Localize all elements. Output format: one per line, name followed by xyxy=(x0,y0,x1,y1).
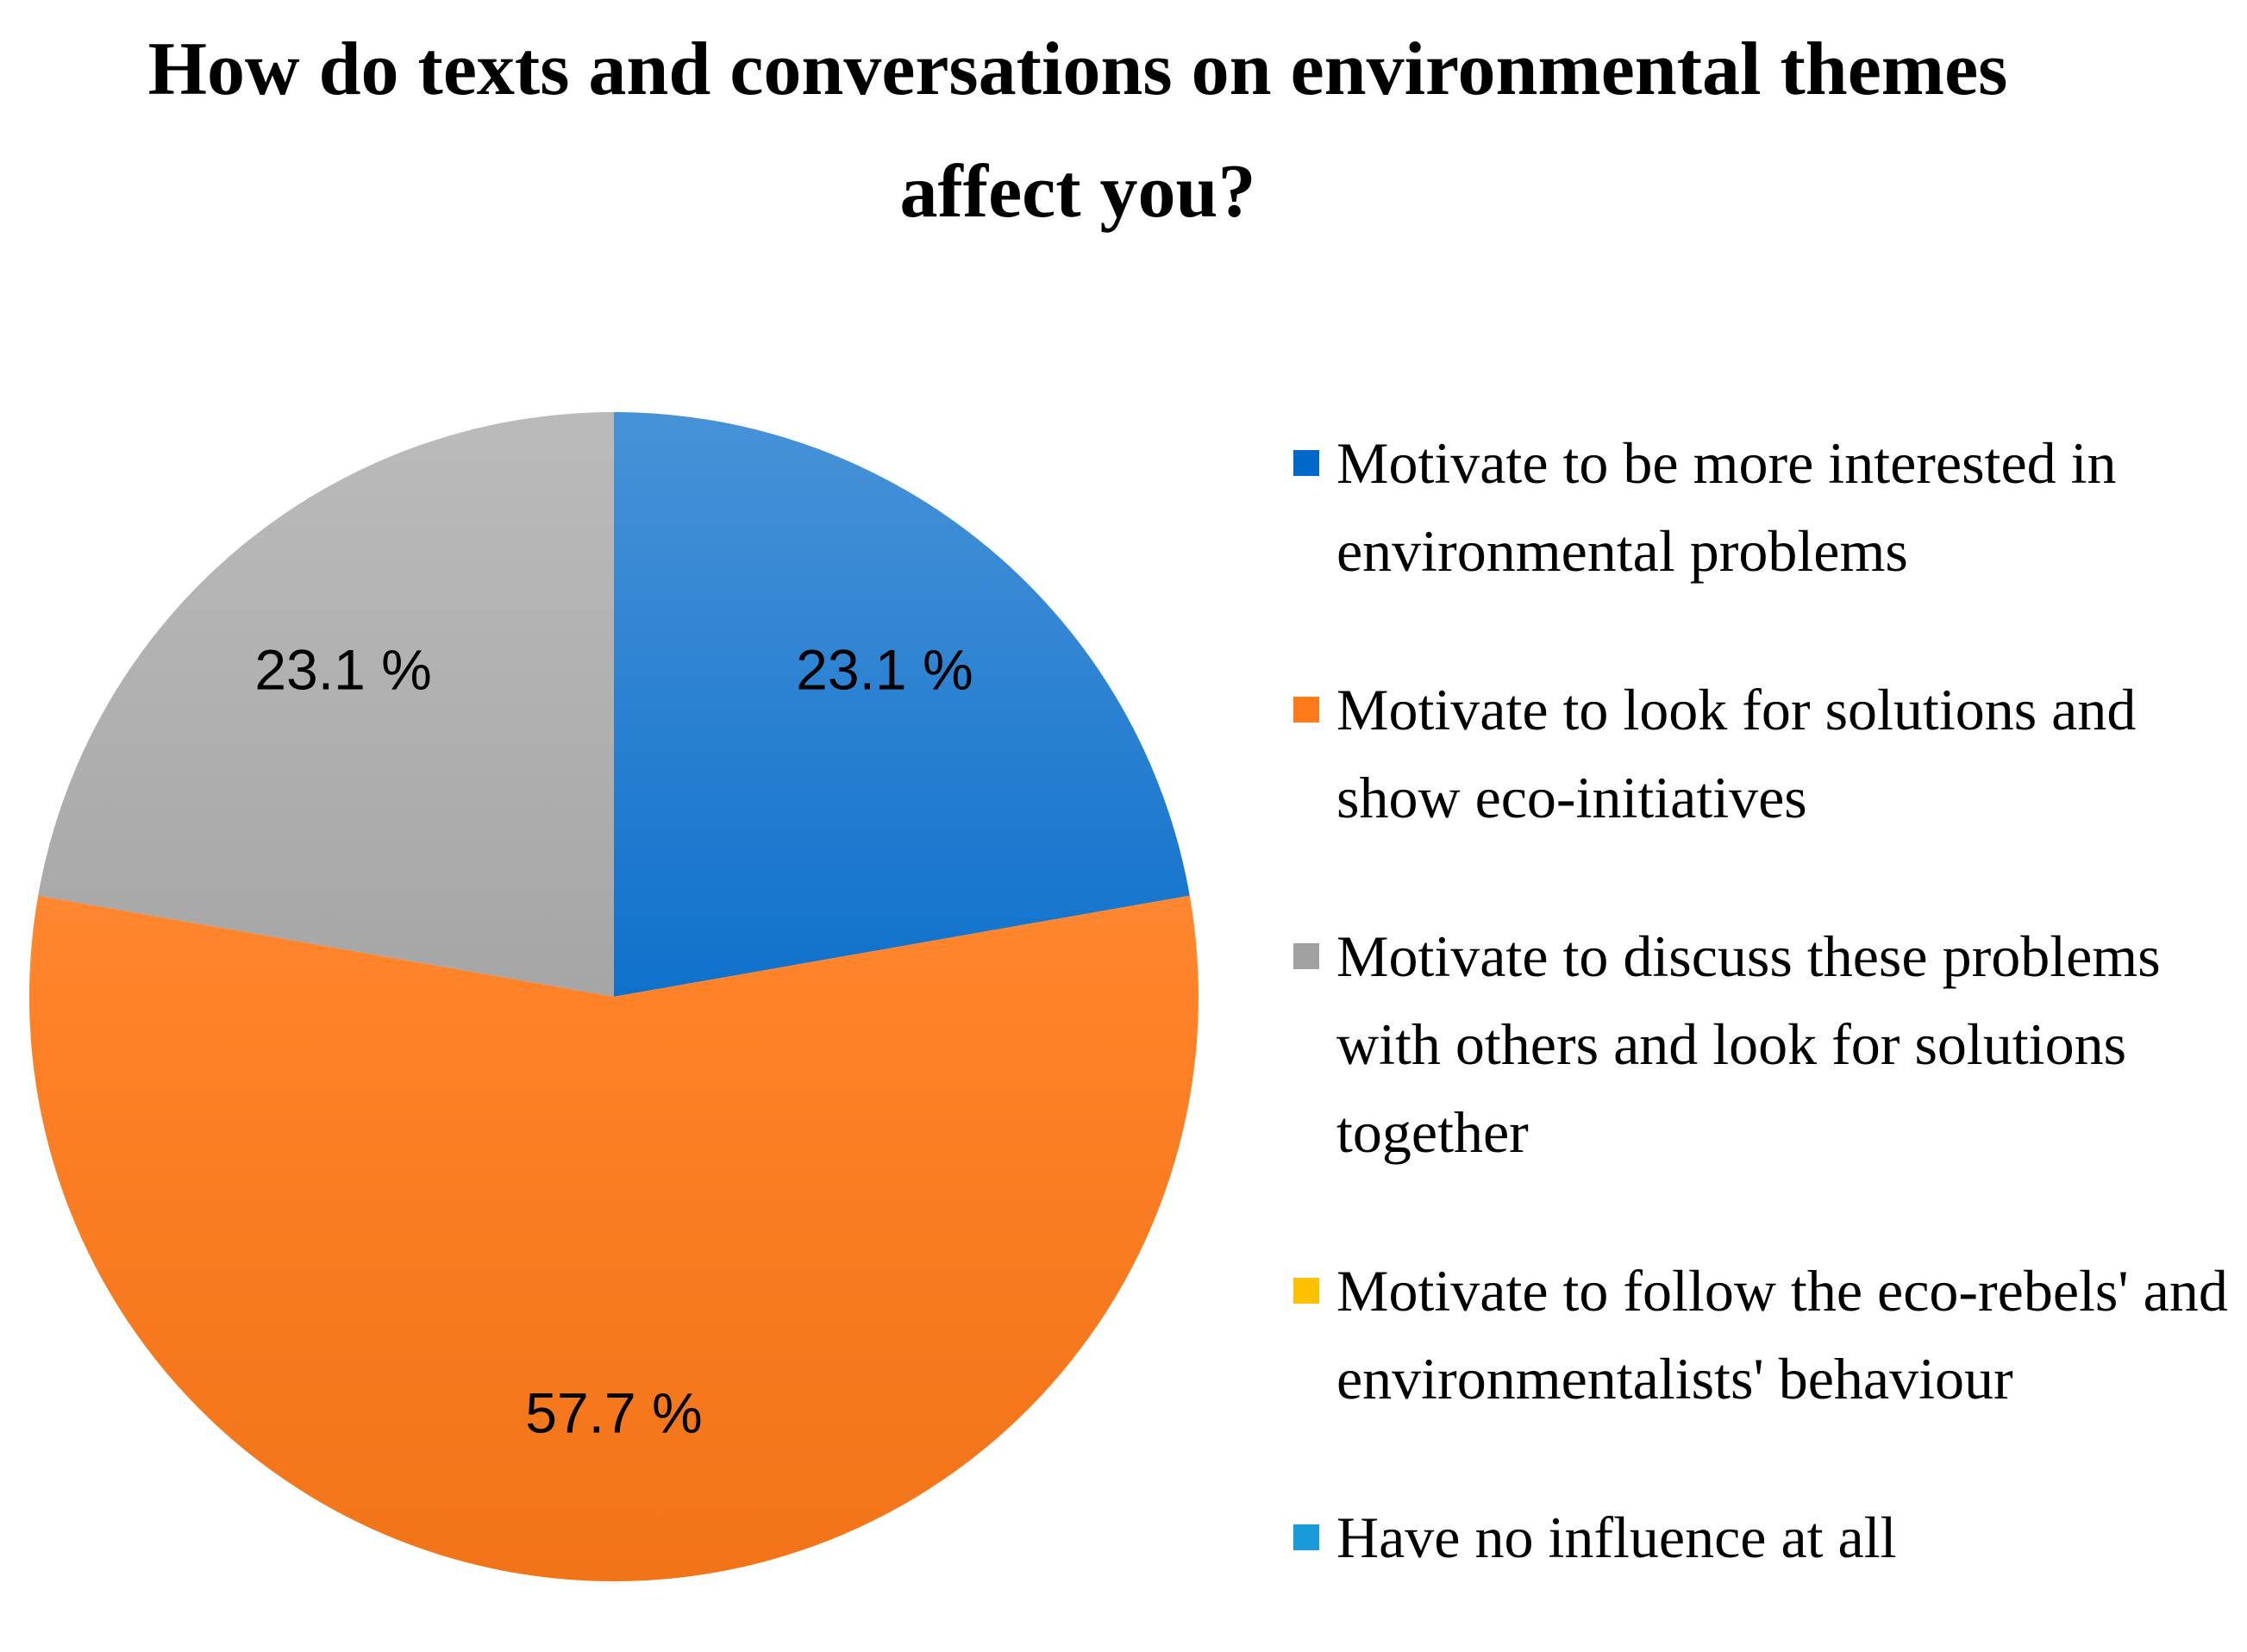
value-label: 23.1 % xyxy=(254,638,431,702)
legend-item: Motivate to be more interested in enviro… xyxy=(1293,419,2242,595)
legend-item: Motivate to follow the eco-rebels' and e… xyxy=(1293,1247,2242,1423)
chart-title: How do texts and conversations on enviro… xyxy=(147,28,2008,234)
legend-item: Have no influence at all xyxy=(1293,1493,2242,1581)
value-label: 57.7 % xyxy=(525,1381,702,1445)
legend: Motivate to be more interested in enviro… xyxy=(1293,419,2242,1652)
legend-label: Motivate to be more interested in enviro… xyxy=(1336,430,2117,584)
legend-item: Motivate to discuss these problems with … xyxy=(1293,912,2242,1176)
pie-slice xyxy=(614,412,1190,997)
value-labels: 23.1 % 57.7 % 23.1 % xyxy=(254,638,973,1445)
legend-label: Have no influence at all xyxy=(1336,1505,1897,1570)
pie-slice xyxy=(29,895,1199,1582)
chart: How do texts and conversations on enviro… xyxy=(29,28,2228,1582)
legend-label: Motivate to discuss these problems with … xyxy=(1336,923,2161,1165)
legend-swatch xyxy=(1293,1278,1319,1304)
legend-label: Motivate to look for solutions and show … xyxy=(1336,677,2137,830)
pie-slice xyxy=(38,412,615,997)
legend-swatch xyxy=(1293,1524,1319,1550)
legend-item: Motivate to look for solutions and show … xyxy=(1293,666,2242,842)
legend-swatch xyxy=(1293,450,1319,476)
legend-swatch xyxy=(1293,943,1319,969)
value-label: 23.1 % xyxy=(796,638,973,702)
legend-swatch xyxy=(1293,697,1319,723)
legend-label: Motivate to follow the eco-rebels' and e… xyxy=(1336,1258,2228,1411)
